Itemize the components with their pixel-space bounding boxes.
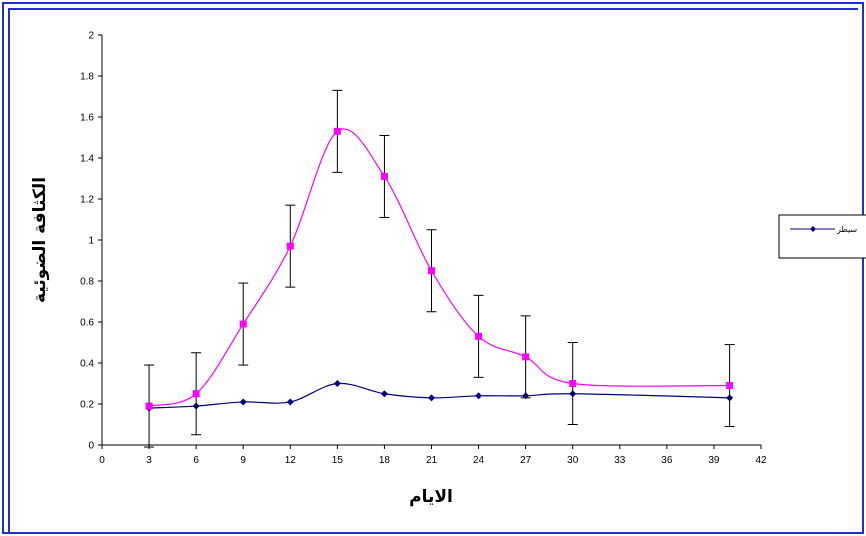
x-tick-label: 9 <box>240 455 246 466</box>
x-tick-label: 15 <box>332 455 344 466</box>
y-tick-label: 1 <box>88 236 94 247</box>
y-tick-label: 1.8 <box>80 72 94 83</box>
data-point <box>239 320 247 328</box>
y-tick-label: 0.4 <box>80 359 94 370</box>
data-point <box>475 392 483 400</box>
y-tick-label: 2 <box>88 31 94 42</box>
x-tick-label: 39 <box>708 455 720 466</box>
data-point <box>380 390 388 398</box>
series-line <box>148 128 730 407</box>
x-tick-label: 30 <box>567 455 579 466</box>
x-tick-label: 6 <box>193 455 199 466</box>
x-tick-label: 21 <box>426 455 438 466</box>
data-point <box>428 394 435 402</box>
data-point <box>522 353 530 361</box>
y-tick-label: 0.2 <box>80 400 94 411</box>
y-tick-label: 1.2 <box>80 195 94 206</box>
x-tick-label: 0 <box>99 455 105 466</box>
x-axis-title: الايام <box>409 487 453 507</box>
y-tick-label: 0.8 <box>80 277 94 288</box>
data-point <box>192 390 200 398</box>
data-point <box>333 380 341 387</box>
chart-border-inner <box>8 8 858 534</box>
legend-box <box>778 214 866 259</box>
data-point <box>145 402 153 410</box>
x-tick-label: 3 <box>146 455 152 466</box>
data-point <box>380 172 388 180</box>
data-point <box>286 242 294 250</box>
series-line <box>149 382 730 409</box>
series-layer <box>144 89 735 448</box>
legend-series-label: سيطر <box>836 225 857 234</box>
y-tick-label: 0.6 <box>80 318 94 329</box>
data-point <box>333 127 341 135</box>
x-tick-label: 33 <box>614 455 626 466</box>
data-point <box>239 398 247 406</box>
data-point <box>569 380 577 387</box>
legend: سيطر <box>778 214 866 259</box>
y-tick-label: 0 <box>88 441 94 452</box>
x-tick-label: 18 <box>379 455 391 466</box>
series-1 <box>145 380 734 412</box>
x-tick-label: 27 <box>520 455 532 466</box>
x-tick-label: 42 <box>755 455 767 466</box>
x-tick-label: 36 <box>661 455 673 466</box>
x-tick-label: 12 <box>285 455 297 466</box>
axes: 0 3 6 9 12 15 18 21 24 27 30 33 36 39 4200.20.40.60.81… <box>80 31 767 467</box>
data-point <box>726 382 734 390</box>
data-point <box>428 267 435 275</box>
y-axis-title: الكثافة الضوئية <box>30 177 50 303</box>
series-2 <box>144 89 735 448</box>
x-tick-label: 24 <box>473 455 485 466</box>
data-point <box>286 398 294 406</box>
legend-series-marker <box>810 226 816 232</box>
y-tick-label: 1.4 <box>80 154 94 165</box>
data-point <box>475 332 483 340</box>
y-tick-label: 1.6 <box>80 113 94 124</box>
